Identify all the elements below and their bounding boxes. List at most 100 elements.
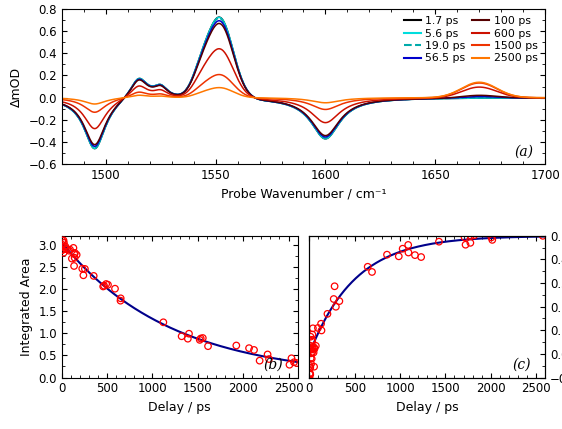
- Point: [111, 285, 120, 292]
- Point: [306, 345, 315, 352]
- Point: [69, 245, 78, 251]
- Point: [58, 247, 67, 254]
- Point: [307, 345, 316, 352]
- Point: [416, 254, 425, 260]
- Point: [255, 357, 264, 364]
- Point: [461, 241, 470, 248]
- Point: [314, 324, 323, 331]
- Point: [159, 319, 168, 326]
- Text: (c): (c): [513, 358, 531, 372]
- Point: [292, 360, 301, 366]
- Point: [332, 303, 341, 310]
- Point: [307, 360, 316, 367]
- Point: [70, 250, 79, 257]
- Point: [434, 238, 443, 245]
- Point: [183, 335, 192, 342]
- Point: [404, 242, 413, 248]
- Point: [244, 345, 253, 352]
- Point: [57, 243, 66, 250]
- Point: [60, 239, 69, 246]
- Point: [177, 333, 186, 340]
- Point: [195, 336, 204, 343]
- Point: [308, 348, 317, 355]
- Point: [232, 342, 241, 349]
- X-axis label: Delay / ps: Delay / ps: [396, 401, 459, 414]
- Point: [59, 249, 68, 256]
- Point: [89, 272, 98, 279]
- Point: [305, 370, 314, 377]
- Point: [99, 283, 108, 290]
- Point: [307, 355, 316, 362]
- Point: [61, 245, 70, 252]
- Point: [57, 247, 66, 254]
- Point: [466, 239, 475, 246]
- Point: [323, 311, 332, 317]
- Point: [306, 363, 315, 369]
- Point: [305, 342, 314, 349]
- X-axis label: Delay / ps: Delay / ps: [148, 401, 211, 414]
- Y-axis label: Integrated Area: Integrated Area: [20, 257, 33, 356]
- X-axis label: Probe Wavenumber / cm⁻¹: Probe Wavenumber / cm⁻¹: [221, 188, 386, 201]
- Point: [65, 247, 74, 254]
- Point: [306, 371, 315, 378]
- Point: [311, 342, 320, 349]
- Point: [61, 243, 70, 250]
- Text: (b): (b): [264, 358, 283, 372]
- Point: [410, 252, 419, 259]
- Point: [184, 330, 193, 337]
- Point: [310, 344, 319, 351]
- Point: [310, 363, 319, 370]
- Point: [306, 376, 315, 383]
- Point: [99, 282, 108, 289]
- Point: [57, 241, 66, 248]
- Point: [70, 251, 79, 257]
- Point: [306, 364, 315, 371]
- Point: [103, 281, 112, 288]
- Point: [72, 251, 81, 258]
- Point: [329, 296, 338, 302]
- Point: [289, 359, 298, 366]
- Point: [306, 355, 315, 362]
- Point: [80, 266, 89, 272]
- Point: [309, 345, 318, 352]
- Point: [305, 371, 314, 378]
- Point: [466, 233, 475, 239]
- Point: [78, 265, 87, 272]
- Point: [368, 269, 377, 275]
- Point: [62, 246, 71, 253]
- Point: [307, 336, 316, 343]
- Point: [116, 297, 125, 304]
- Point: [70, 254, 79, 261]
- Point: [395, 253, 404, 260]
- Point: [487, 234, 496, 241]
- Point: [308, 331, 317, 338]
- Point: [363, 263, 372, 270]
- Point: [66, 246, 75, 253]
- Point: [309, 325, 318, 332]
- Point: [309, 349, 318, 356]
- Point: [285, 361, 294, 368]
- Point: [203, 343, 212, 350]
- Point: [306, 350, 315, 357]
- Point: [198, 335, 207, 341]
- Point: [59, 237, 68, 244]
- Point: [70, 263, 79, 269]
- Point: [196, 335, 205, 342]
- Point: [305, 377, 314, 384]
- Point: [306, 333, 315, 340]
- Point: [310, 345, 319, 352]
- Point: [470, 232, 479, 239]
- Point: [488, 236, 497, 243]
- Legend: 1.7 ps, 5.6 ps, 19.0 ps, 56.5 ps, 100 ps, 600 ps, 1500 ps, 2500 ps: 1.7 ps, 5.6 ps, 19.0 ps, 56.5 ps, 100 ps…: [399, 12, 542, 68]
- Point: [404, 249, 413, 256]
- Point: [335, 298, 344, 305]
- Point: [265, 356, 274, 363]
- Point: [307, 346, 316, 353]
- Y-axis label: ΔmOD: ΔmOD: [10, 66, 23, 106]
- Point: [308, 338, 317, 345]
- Point: [263, 351, 272, 358]
- Point: [538, 233, 547, 239]
- Point: [460, 234, 469, 241]
- Point: [102, 281, 111, 287]
- Point: [316, 320, 325, 327]
